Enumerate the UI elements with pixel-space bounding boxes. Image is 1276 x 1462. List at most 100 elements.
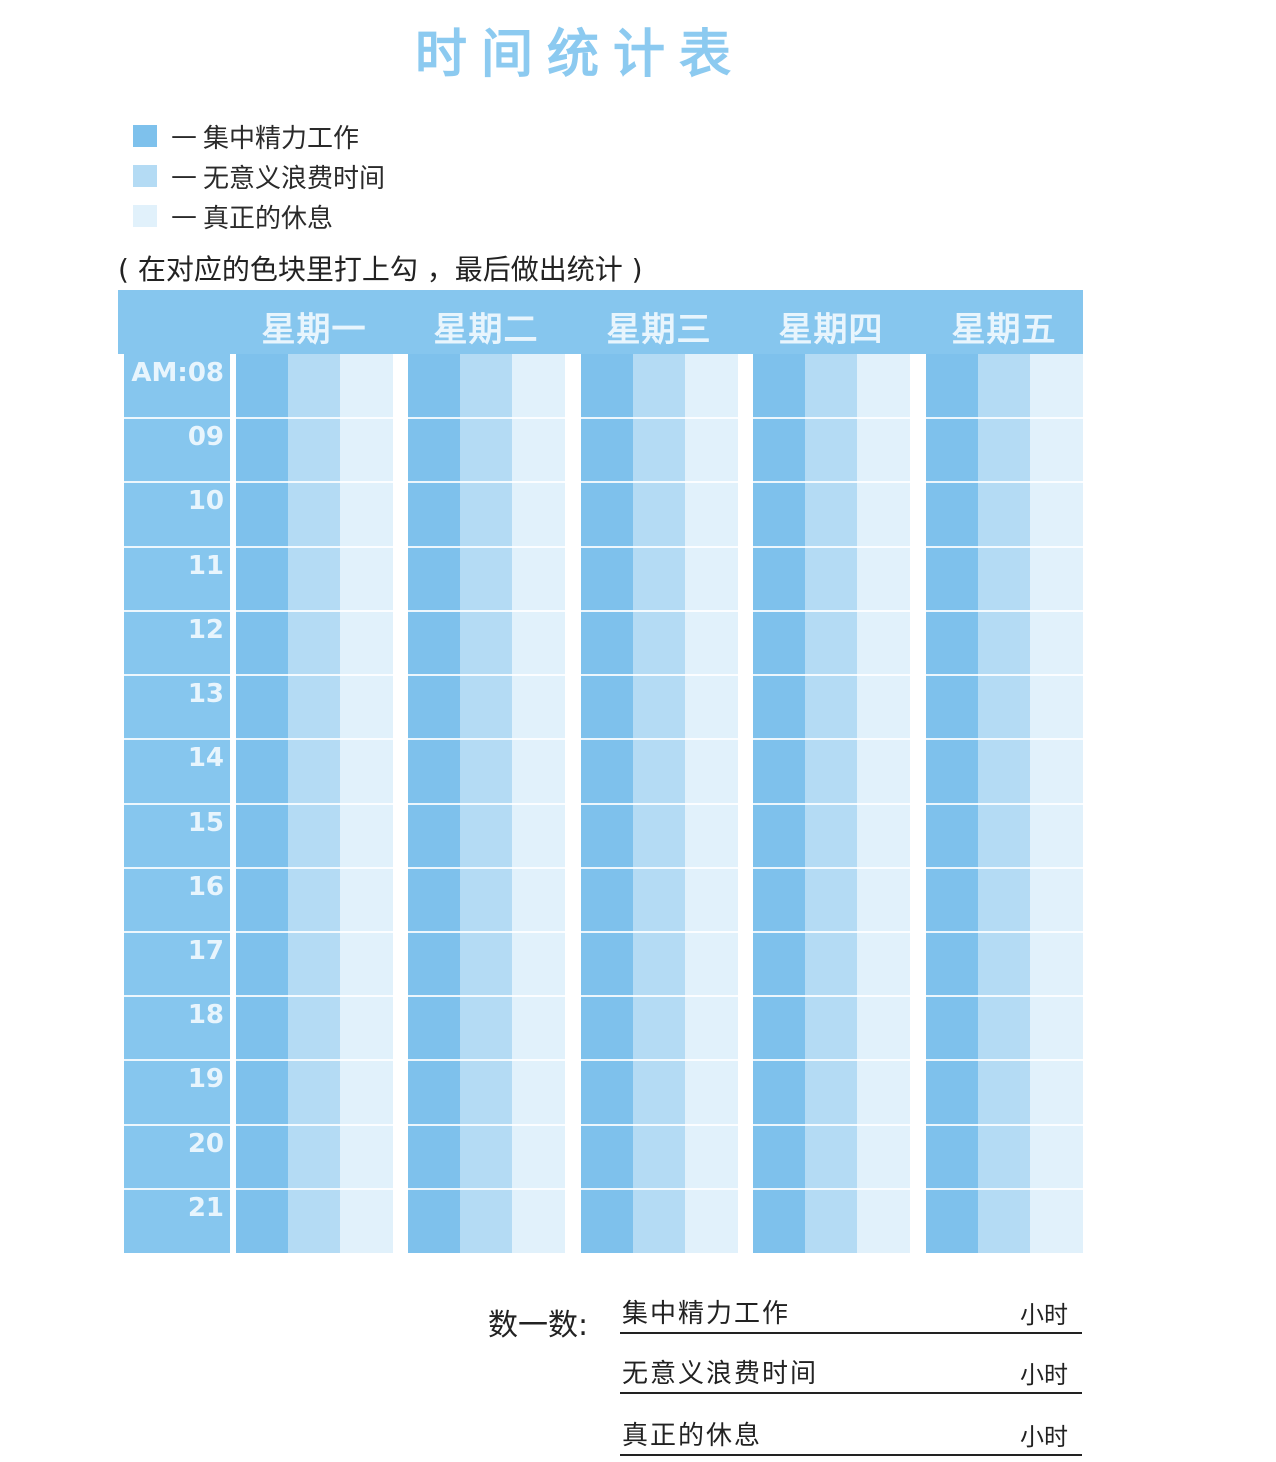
hour-divider [581,609,738,612]
hour-divider [408,674,565,677]
hour-divider [926,1059,1083,1062]
answer-underline [620,1454,1082,1456]
legend-dash: — [171,121,197,151]
hour-divider [124,930,230,933]
day-column [408,354,565,1253]
day-header: 星期二 [433,310,539,350]
hour-divider [408,545,565,548]
legend-dash: — [171,201,197,231]
hour-divider [236,545,393,548]
hour-divider [581,417,738,420]
hour-label: 18 [187,1000,224,1031]
summary-row-label: 无意义浪费时间 [622,1359,819,1389]
hour-divider [753,1059,910,1062]
hour-divider [753,609,910,612]
hour-divider [753,738,910,741]
waste-color-swatch [133,165,157,187]
hour-divider [236,802,393,805]
summary-row-unit: 小时 [1020,1423,1068,1451]
hour-divider [236,866,393,869]
hour-divider [124,1187,230,1190]
summary-row-label: 真正的休息 [622,1421,763,1451]
hour-divider [236,1059,393,1062]
hour-divider [408,1187,565,1190]
day-column [753,354,910,1253]
hour-label: 12 [187,614,224,645]
hour-label: AM:08 [131,358,224,388]
hour-divider [581,545,738,548]
day-column [581,354,738,1253]
hour-divider [926,674,1083,677]
hour-divider [581,1187,738,1190]
hour-divider [753,674,910,677]
hour-label: 21 [187,1192,224,1223]
answer-underline [620,1392,1082,1394]
hour-divider [581,481,738,484]
hour-divider [581,995,738,998]
hour-divider [581,930,738,933]
hour-divider [124,481,230,484]
summary-row-rest[interactable]: 真正的休息 小时 [620,1421,1082,1456]
focus-color-swatch [133,125,157,147]
legend-item-rest: — 真正的休息 [133,196,385,236]
hour-divider [124,802,230,805]
hour-divider [236,674,393,677]
hour-label: 16 [187,871,224,902]
hour-label: 20 [187,1128,224,1159]
hour-label: 14 [187,743,224,774]
hour-divider [581,1123,738,1126]
rest-color-swatch [133,205,157,227]
hour-divider [581,674,738,677]
hour-divider [926,1123,1083,1126]
hour-divider [124,674,230,677]
hour-divider [236,609,393,612]
hour-label: 15 [187,807,224,838]
hour-label: 19 [187,1064,224,1095]
hour-divider [236,417,393,420]
hour-divider [926,738,1083,741]
page-title: 时间统计表 [414,25,745,85]
legend-dash: — [171,161,197,191]
timesheet-grid: 星期一 星期二 星期三 星期四 星期五 AM:08 09 10 11 12 13 14 15 16 17 1… [118,290,1083,1253]
hour-label: 09 [187,422,224,453]
hour-label: 17 [187,935,224,966]
hour-divider [124,1123,230,1126]
hour-divider [408,738,565,741]
hour-divider [408,995,565,998]
hour-divider [581,802,738,805]
hour-divider [926,545,1083,548]
hour-divider [753,545,910,548]
legend-item-waste: — 无意义浪费时间 [133,156,385,196]
summary-row-focus[interactable]: 集中精力工作 小时 [620,1299,1082,1334]
summary-row-waste[interactable]: 无意义浪费时间 小时 [620,1359,1082,1394]
hour-divider [926,866,1083,869]
hour-divider [124,545,230,548]
hour-column: AM:08 09 10 11 12 13 14 15 16 17 18 19 20 21 [124,354,230,1253]
hour-divider [236,1187,393,1190]
hour-divider [408,1059,565,1062]
hour-divider [124,417,230,420]
hour-divider [124,866,230,869]
hour-divider [753,995,910,998]
hour-divider [408,866,565,869]
legend: — 集中精力工作 — 无意义浪费时间 — 真正的休息 [133,116,385,236]
hour-divider [753,417,910,420]
hour-divider [236,995,393,998]
hour-divider [926,417,1083,420]
hour-divider [753,930,910,933]
hour-divider [124,609,230,612]
hour-divider [408,609,565,612]
hour-label: 11 [187,550,224,581]
day-header: 星期一 [261,310,367,350]
hour-divider [926,481,1083,484]
summary-row-unit: 小时 [1020,1361,1068,1389]
summary-label: 数一数: [488,1308,589,1343]
instruction-text: ( 在对应的色块里打上勾 ，最后做出统计 ) [118,253,643,286]
legend-label: 真正的休息 [203,203,334,234]
hour-divider [408,481,565,484]
hour-divider [753,481,910,484]
hour-divider [753,802,910,805]
hour-divider [753,1187,910,1190]
hour-divider [926,995,1083,998]
day-header: 星期三 [606,310,712,350]
